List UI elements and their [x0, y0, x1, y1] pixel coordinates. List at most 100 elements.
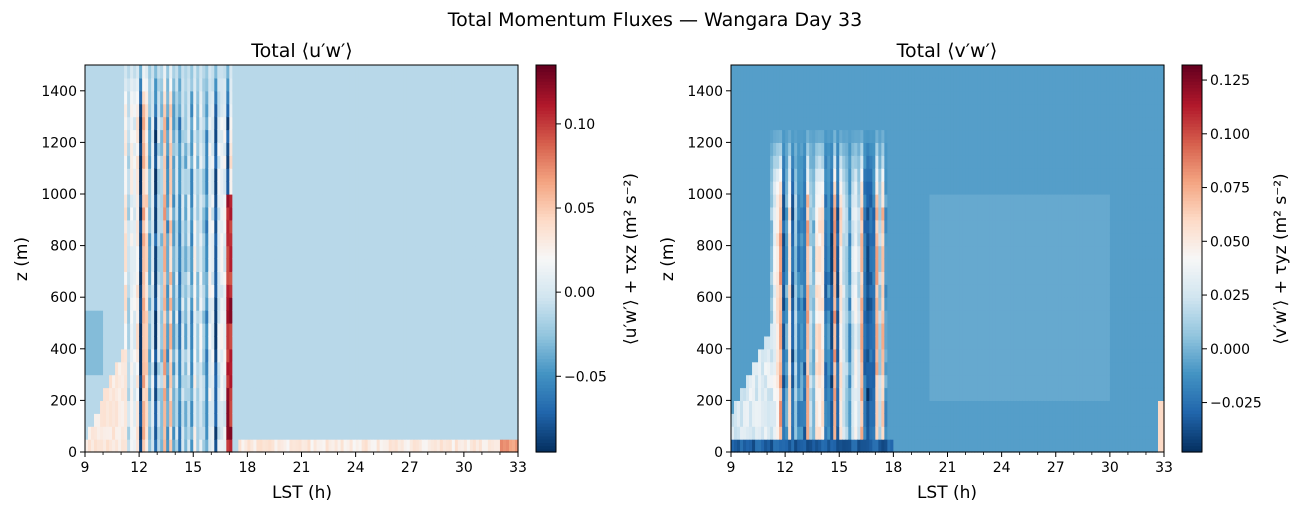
heatmap-cell — [349, 374, 354, 389]
heatmap-cell — [349, 439, 354, 453]
heatmap-cell — [202, 335, 206, 350]
heatmap-cell — [355, 323, 360, 337]
heatmap-cell — [181, 206, 185, 221]
heatmap-cell — [172, 426, 176, 440]
heatmap-cell — [133, 387, 137, 401]
heatmap-cell — [316, 206, 321, 221]
heatmap-cell — [325, 426, 330, 440]
heatmap-cell — [178, 65, 182, 79]
heatmap-cell — [163, 426, 167, 440]
heatmap-cell — [397, 348, 402, 363]
heatmap-cell — [94, 168, 98, 182]
heatmap-cell — [451, 103, 456, 118]
heatmap-cell — [124, 258, 128, 272]
heatmap-cell — [301, 426, 306, 440]
heatmap-cell — [115, 297, 119, 311]
heatmap-cell — [208, 232, 212, 247]
heatmap-cell — [283, 194, 288, 208]
heatmap-cell — [310, 232, 315, 247]
heatmap-cell — [157, 116, 161, 131]
heatmap-cell — [214, 168, 218, 182]
heatmap-cell — [457, 348, 462, 363]
heatmap-cell — [367, 374, 372, 389]
heatmap-cell — [505, 142, 510, 156]
heatmap-cell — [424, 323, 429, 337]
heatmap-cell — [178, 413, 182, 427]
heatmap-cell — [487, 374, 492, 389]
heatmap-cell — [127, 245, 131, 260]
heatmap-cell — [421, 219, 426, 234]
heatmap-cell — [373, 116, 378, 131]
colorbar-swatch — [536, 435, 556, 440]
heatmap-cell — [361, 168, 366, 182]
heatmap-cell — [334, 245, 339, 260]
heatmap-cell — [91, 439, 95, 453]
heatmap-cell — [196, 155, 200, 169]
heatmap-cell — [409, 77, 414, 92]
heatmap-cell — [475, 387, 480, 401]
heatmap-cell — [127, 348, 131, 363]
heatmap-cell — [103, 245, 107, 260]
heatmap-cell — [238, 65, 242, 79]
heatmap-cell — [346, 77, 351, 92]
heatmap-cell — [166, 387, 170, 401]
heatmap-cell — [331, 245, 336, 260]
heatmap-cell — [148, 335, 152, 350]
heatmap-cell — [376, 258, 381, 272]
colorbar-swatch — [536, 381, 556, 385]
heatmap-cell — [118, 297, 122, 311]
heatmap-cell — [199, 361, 203, 376]
heatmap-cell — [496, 194, 501, 208]
heatmap-cell — [277, 181, 282, 195]
heatmap-cell — [265, 90, 270, 105]
heatmap-cell — [373, 361, 378, 376]
heatmap-cell — [388, 245, 393, 260]
heatmap-cell — [202, 77, 206, 92]
heatmap-cell — [334, 297, 339, 311]
heatmap-cell — [169, 155, 173, 169]
heatmap-cell — [469, 206, 474, 221]
heatmap-cell — [220, 374, 224, 389]
heatmap-cell — [502, 284, 507, 298]
heatmap-cell — [256, 323, 261, 337]
heatmap-cell — [118, 116, 122, 131]
heatmap-cell — [307, 400, 312, 414]
heatmap-cell — [103, 194, 107, 208]
heatmap-cell — [442, 439, 447, 453]
heatmap-cell — [307, 245, 312, 260]
heatmap-cell — [277, 103, 282, 118]
heatmap-cell — [247, 271, 251, 285]
heatmap-cell — [481, 439, 486, 453]
heatmap-cell — [250, 426, 254, 440]
heatmap-cell — [295, 219, 300, 234]
heatmap-cell — [466, 219, 471, 234]
heatmap-cell — [181, 271, 185, 285]
heatmap-cell — [268, 168, 273, 182]
heatmap-cell — [304, 181, 309, 195]
heatmap-cell — [349, 181, 354, 195]
heatmap-cell — [364, 387, 369, 401]
heatmap-cell — [412, 181, 417, 195]
heatmap-cell — [400, 129, 405, 143]
heatmap-cell — [337, 297, 342, 311]
heatmap-cell — [352, 219, 357, 234]
heatmap-cell — [292, 284, 297, 298]
heatmap-cell — [334, 232, 339, 247]
heatmap-cell — [181, 335, 185, 350]
heatmap-cell — [466, 194, 471, 208]
heatmap-cell — [106, 116, 110, 131]
heatmap-cell — [400, 271, 405, 285]
heatmap-cell — [475, 271, 480, 285]
heatmap-cell — [481, 335, 486, 350]
heatmap-cell — [313, 426, 318, 440]
heatmap-cell — [193, 413, 197, 427]
heatmap-cell — [265, 232, 270, 247]
heatmap-cell — [403, 194, 408, 208]
heatmap-cell — [415, 181, 420, 195]
heatmap-cell — [421, 181, 426, 195]
heatmap-cell — [472, 232, 477, 247]
heatmap-cell — [427, 284, 432, 298]
heatmap-cell — [202, 258, 206, 272]
heatmap-cell — [139, 348, 143, 363]
heatmap-cell — [418, 387, 423, 401]
